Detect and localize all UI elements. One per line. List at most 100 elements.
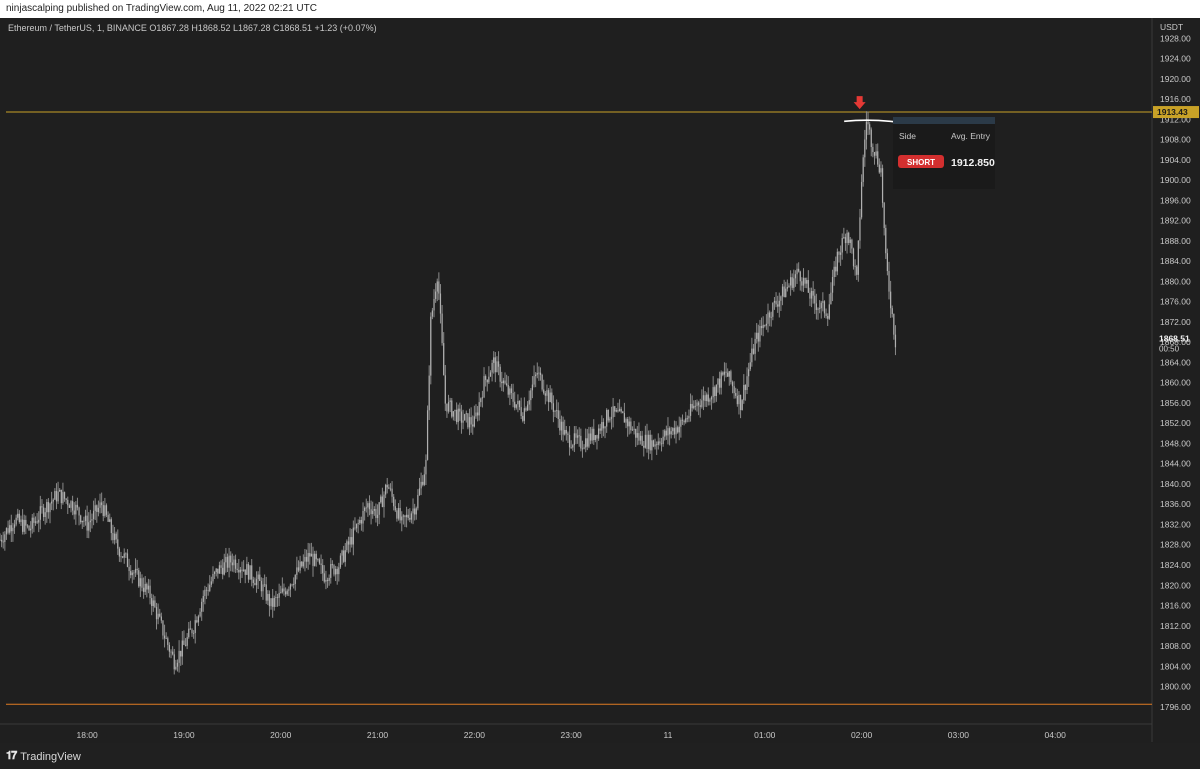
- y-tick-label: 1828.00: [1160, 540, 1191, 550]
- candle-body: [59, 489, 61, 492]
- candle-body: [188, 628, 190, 638]
- y-tick-label: 1872.00: [1160, 317, 1191, 327]
- candle-body: [497, 361, 500, 367]
- candle-body: [314, 553, 316, 566]
- candle-body: [636, 433, 638, 438]
- candle-body: [155, 607, 158, 620]
- candle-body: [781, 286, 784, 297]
- candle-body: [142, 587, 145, 592]
- candle-body: [572, 445, 574, 448]
- candle-body: [94, 505, 96, 511]
- candle-body: [586, 438, 588, 447]
- candle-body: [459, 408, 461, 412]
- candle-body: [252, 579, 254, 583]
- candle-body: [731, 382, 734, 387]
- candle-body: [597, 428, 600, 439]
- candle-body: [80, 515, 82, 523]
- candle-body: [417, 494, 419, 509]
- candle-body: [627, 419, 629, 427]
- candle-body: [643, 445, 645, 448]
- candle-body: [543, 389, 545, 394]
- candle-body: [370, 509, 372, 515]
- price-chart[interactable]: Ethereum / TetherUS, 1, BINANCE O1867.28…: [0, 18, 1200, 743]
- candle-body: [131, 572, 133, 576]
- candle-body: [91, 519, 93, 521]
- y-tick-label: 1908.00: [1160, 135, 1191, 145]
- candle-body: [220, 565, 222, 568]
- candle-body: [862, 157, 864, 182]
- candle-body: [225, 556, 227, 563]
- candle-body: [378, 502, 380, 515]
- candle-body: [197, 616, 200, 623]
- candle-body: [451, 400, 453, 417]
- candle-body: [386, 484, 388, 488]
- candle-body: [273, 597, 275, 607]
- candle-body: [101, 502, 103, 506]
- candle-body: [496, 361, 498, 373]
- candle-body: [833, 266, 835, 277]
- candle-body: [683, 420, 685, 423]
- candle-body: [886, 253, 888, 272]
- y-tick-label: 1868.00: [1160, 337, 1191, 347]
- candle-body: [633, 428, 635, 430]
- y-tick-label: 1824.00: [1160, 560, 1191, 570]
- candle-body: [223, 562, 225, 575]
- candle-body: [685, 418, 687, 423]
- candle-body: [147, 585, 150, 590]
- candle-body: [354, 527, 356, 529]
- candle-body: [36, 521, 38, 523]
- candle-body: [81, 520, 83, 523]
- position-panel-header-strip: [893, 117, 995, 124]
- candle-body: [841, 238, 843, 253]
- candle-body: [380, 496, 382, 503]
- candle-body: [199, 611, 201, 617]
- candle-body: [612, 406, 614, 418]
- candle-body: [869, 124, 871, 130]
- candle-body: [55, 491, 58, 502]
- candle-body: [375, 508, 377, 518]
- candle-body: [810, 291, 813, 299]
- x-tick-label: 04:00: [1045, 730, 1067, 740]
- y-tick-label: 1892.00: [1160, 216, 1191, 226]
- candle-body: [801, 281, 803, 286]
- candle-body: [331, 564, 333, 566]
- candle-body: [391, 488, 393, 497]
- candle-body: [565, 429, 567, 434]
- currency-label: USDT: [1160, 22, 1183, 32]
- candle-body: [357, 523, 359, 524]
- candle-body: [596, 435, 598, 439]
- candle-body: [228, 555, 230, 568]
- candle-body: [320, 563, 322, 566]
- candle-body: [556, 410, 558, 412]
- candle-body: [165, 638, 167, 640]
- candle-body: [646, 434, 648, 449]
- candle-body: [254, 582, 256, 586]
- candle-body: [802, 277, 805, 286]
- candle-body: [241, 569, 243, 571]
- x-tick-label: 01:00: [754, 730, 776, 740]
- candle-body: [368, 503, 371, 510]
- candle-body: [73, 510, 75, 515]
- y-tick-label: 1896.00: [1160, 195, 1191, 205]
- candle-body: [789, 277, 792, 286]
- candle-body: [389, 488, 392, 490]
- candle-body: [849, 239, 851, 243]
- candles-group: [0, 111, 897, 675]
- candle-body: [568, 434, 571, 448]
- candle-body: [238, 569, 240, 573]
- candle-body: [656, 444, 658, 446]
- candle-body: [46, 502, 48, 513]
- candle-body: [554, 411, 556, 412]
- candle-body: [213, 571, 216, 574]
- y-tick-label: 1860.00: [1160, 378, 1191, 388]
- candle-body: [547, 390, 550, 403]
- candle-body: [289, 584, 292, 590]
- candle-body: [536, 373, 538, 375]
- short-badge-label: SHORT: [907, 158, 935, 167]
- candle-body: [20, 519, 22, 523]
- footer-brand[interactable]: 𝟏𝟕 TradingView: [6, 750, 81, 763]
- candle-body: [630, 421, 632, 431]
- candle-body: [226, 556, 229, 568]
- candle-body: [439, 293, 442, 314]
- candle-body: [449, 400, 451, 402]
